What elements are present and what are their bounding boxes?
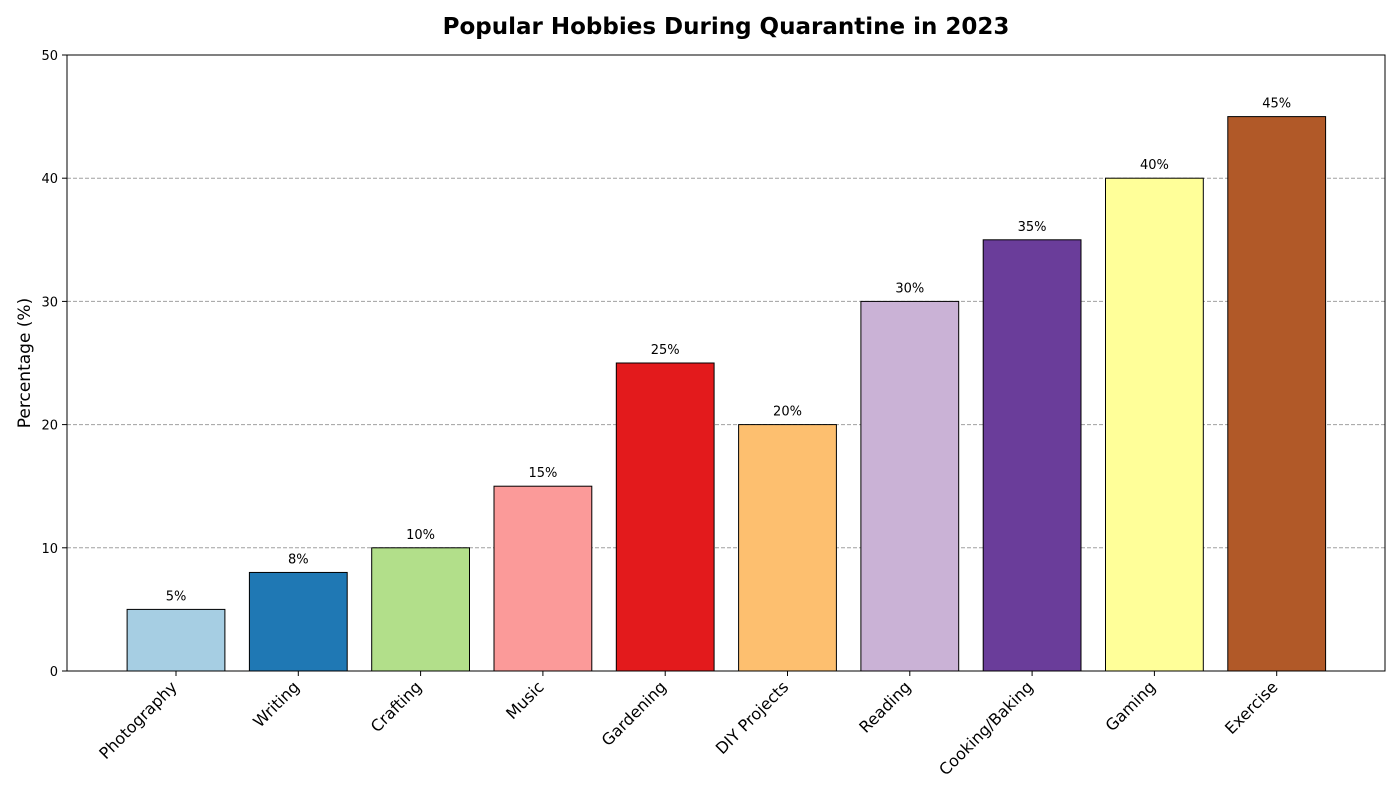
bar-music — [493, 485, 593, 672]
bar-crafting — [371, 547, 471, 672]
data-label: 8% — [288, 552, 309, 567]
bars — [126, 116, 1327, 672]
plot-frame — [66, 54, 1386, 672]
x-tick-label: DIY Projects — [712, 677, 793, 758]
data-label: 15% — [528, 466, 557, 481]
chart-title: Popular Hobbies During Quarantine in 202… — [443, 14, 1010, 40]
data-labels: 5% 8% 10% 15% 25% 20% 30% 35% 40% 45% — [166, 97, 1291, 605]
data-label: 35% — [1018, 220, 1047, 235]
x-tick-label: Gaming — [1102, 677, 1160, 735]
data-label: 5% — [166, 589, 187, 604]
bar-gardening — [615, 362, 715, 672]
y-tick-label: 10 — [41, 542, 58, 557]
data-label: 25% — [651, 343, 680, 358]
y-tick-label: 20 — [41, 419, 58, 434]
x-tick-label: Music — [502, 677, 548, 723]
x-tick-label: Cooking/Baking — [935, 677, 1037, 779]
y-tick-label: 0 — [50, 665, 58, 680]
bar-gaming — [1105, 177, 1204, 672]
data-label: 45% — [1262, 97, 1291, 112]
x-tick-label: Crafting — [367, 677, 426, 736]
x-tick-label: Exercise — [1221, 677, 1282, 738]
bar-photography — [126, 608, 226, 672]
bar-exercise — [1227, 116, 1327, 672]
x-tick-label: Gardening — [598, 677, 670, 749]
x-axis-ticks: Photography Writing Crafting Music Gardening… — [95, 671, 1282, 779]
bar-diy-projects — [738, 424, 837, 672]
y-tick-label: 30 — [41, 295, 58, 310]
y-tick-label: 40 — [41, 172, 58, 187]
x-tick-label: Photography — [95, 677, 181, 763]
x-tick-label: Writing — [249, 677, 303, 731]
y-tick-label: 50 — [41, 49, 58, 64]
bar-cooking-baking — [982, 239, 1082, 672]
x-tick-label: Reading — [855, 677, 914, 736]
data-label: 10% — [406, 528, 435, 543]
data-label: 40% — [1140, 158, 1169, 173]
bar-reading — [860, 300, 960, 672]
bar-writing — [248, 571, 348, 672]
data-label: 20% — [773, 405, 802, 420]
data-label: 30% — [895, 281, 924, 296]
y-axis-ticks: 0 10 20 30 40 50 — [41, 49, 67, 680]
y-axis-label: Percentage (%) — [15, 298, 35, 428]
